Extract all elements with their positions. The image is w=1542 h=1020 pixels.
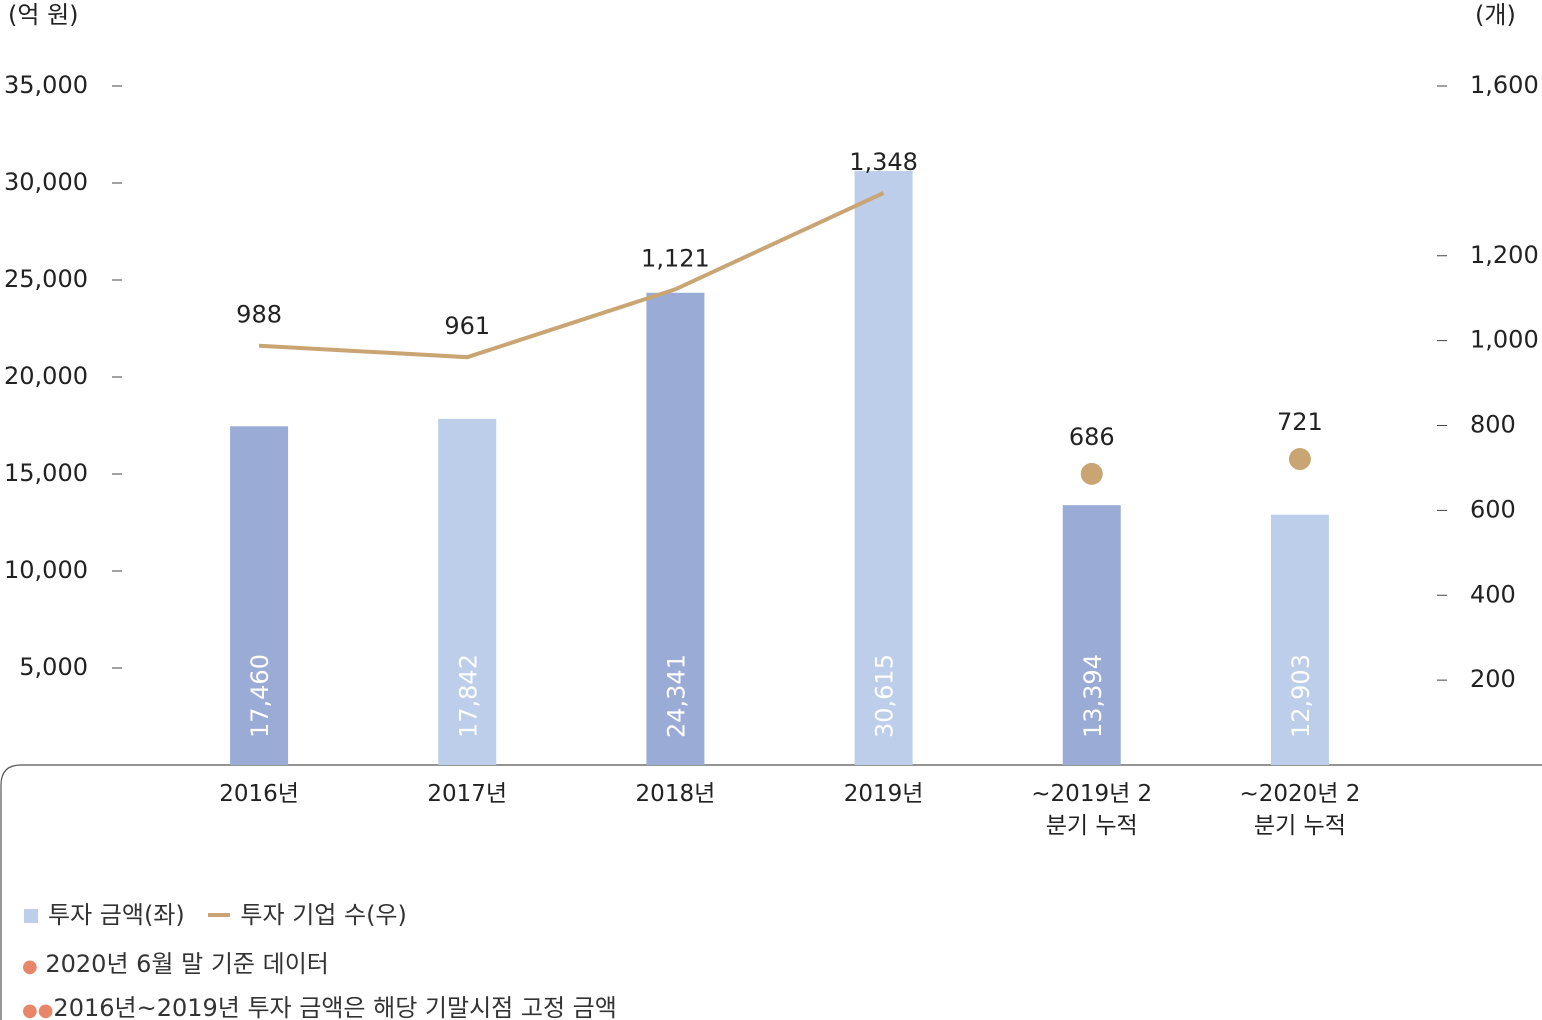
x-tick-label: ~2020년 2분기 누적 bbox=[1239, 781, 1361, 839]
point-value-label: 686 bbox=[1069, 423, 1115, 451]
y-tick-label: 5,000 bbox=[19, 653, 88, 681]
line-value-label: 988 bbox=[236, 301, 282, 329]
line bbox=[258, 191, 885, 360]
y2-tick-label: 600 bbox=[1470, 495, 1516, 523]
bar-value-label: 13,394 bbox=[1079, 654, 1107, 738]
note-text: 2020년 6월 말 기준 데이터 bbox=[45, 950, 329, 978]
y-unit: (억 원) bbox=[8, 1, 79, 29]
y2-tick-label: 800 bbox=[1470, 411, 1516, 439]
y2-tick-label: 400 bbox=[1470, 580, 1516, 608]
legend-label: 투자 금액(좌) bbox=[48, 901, 185, 929]
y-tick-label: 20,000 bbox=[4, 362, 88, 390]
bar-value-label: 12,903 bbox=[1287, 654, 1315, 738]
x-tick-label: 2018년 bbox=[635, 781, 716, 807]
bar-value-label: 30,615 bbox=[871, 654, 899, 738]
y2-tick-label: 200 bbox=[1470, 665, 1516, 693]
axis-frame bbox=[0, 764, 1542, 1020]
point bbox=[1288, 448, 1311, 471]
legend-label: 투자 기업 수(우) bbox=[240, 901, 407, 929]
line-value-label: 1,121 bbox=[641, 244, 710, 272]
note: ● 2020년 6월 말 기준 데이터 bbox=[22, 950, 329, 978]
x-tick-label: 2016년 bbox=[219, 781, 299, 807]
x-tick-label: 2017년 bbox=[427, 781, 508, 807]
y-tick-label: 30,000 bbox=[4, 168, 88, 196]
y-tick-label: 35,000 bbox=[4, 71, 88, 99]
y2-tick-label: 1,600 bbox=[1470, 71, 1539, 99]
bar bbox=[854, 171, 913, 766]
y2-tick-label: 1,200 bbox=[1470, 241, 1539, 269]
bar bbox=[438, 418, 497, 765]
note-text: 2016년~2019년 투자 금액은 해당 기말시점 고정 금액 bbox=[53, 994, 617, 1020]
y2-tick-label: 1,000 bbox=[1470, 326, 1539, 354]
legend: 투자 금액(좌) 투자 기업 수(우) bbox=[24, 895, 407, 930]
note: ●●2016년~2019년 투자 금액은 해당 기말시점 고정 금액 bbox=[22, 994, 617, 1020]
y-tick-label: 25,000 bbox=[4, 265, 88, 293]
bar bbox=[230, 426, 289, 765]
bar-value-label: 17,460 bbox=[246, 654, 274, 738]
bar-value-label: 17,842 bbox=[454, 654, 482, 738]
bar bbox=[1062, 505, 1121, 765]
line-value-label: 1,348 bbox=[849, 148, 918, 176]
legend-swatch bbox=[24, 909, 38, 923]
bar bbox=[1270, 514, 1329, 765]
bar bbox=[646, 292, 705, 765]
line-value-label: 961 bbox=[444, 312, 490, 340]
point bbox=[1080, 462, 1103, 485]
y2-unit: (개) bbox=[1475, 1, 1516, 29]
x-tick-label: 2019년 bbox=[843, 781, 924, 807]
y-tick-label: 15,000 bbox=[4, 459, 88, 487]
x-tick-label: ~2019년 2분기 누적 bbox=[1031, 781, 1153, 839]
y-tick-label: 10,000 bbox=[4, 556, 88, 584]
legend-swatch bbox=[208, 913, 231, 917]
point-value-label: 721 bbox=[1277, 408, 1323, 436]
bar-value-label: 24,341 bbox=[662, 654, 690, 738]
